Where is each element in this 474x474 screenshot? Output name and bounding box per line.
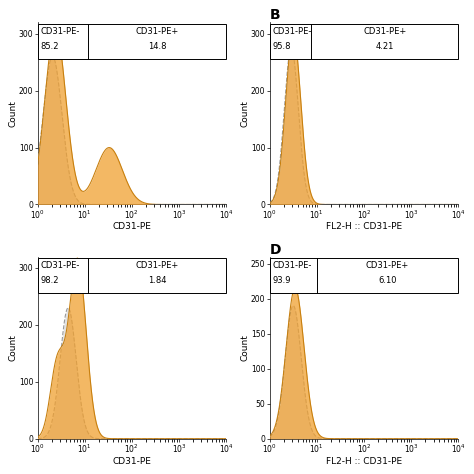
Text: 95.8: 95.8 xyxy=(273,42,291,51)
X-axis label: FL2-H :: CD31-PE: FL2-H :: CD31-PE xyxy=(326,222,402,231)
X-axis label: CD31-PE: CD31-PE xyxy=(112,222,151,231)
Text: D: D xyxy=(270,243,281,256)
Text: 85.2: 85.2 xyxy=(40,42,59,51)
Text: 93.9: 93.9 xyxy=(273,276,291,285)
Y-axis label: Count: Count xyxy=(9,334,18,361)
X-axis label: CD31-PE: CD31-PE xyxy=(112,456,151,465)
FancyBboxPatch shape xyxy=(270,258,458,293)
Text: B: B xyxy=(270,9,280,22)
Text: 6.10: 6.10 xyxy=(378,276,397,285)
FancyBboxPatch shape xyxy=(270,24,458,59)
Text: CD31-PE+: CD31-PE+ xyxy=(363,27,406,36)
Y-axis label: Count: Count xyxy=(240,100,249,127)
Text: CD31-PE-: CD31-PE- xyxy=(40,261,80,270)
Y-axis label: Count: Count xyxy=(9,100,18,127)
Y-axis label: Count: Count xyxy=(241,334,250,361)
Text: CD31-PE-: CD31-PE- xyxy=(273,261,312,270)
Text: CD31-PE+: CD31-PE+ xyxy=(136,261,179,270)
Text: CD31-PE-: CD31-PE- xyxy=(273,27,312,36)
Text: 98.2: 98.2 xyxy=(40,276,59,285)
Text: 14.8: 14.8 xyxy=(148,42,166,51)
FancyBboxPatch shape xyxy=(37,258,226,293)
X-axis label: FL2-H :: CD31-PE: FL2-H :: CD31-PE xyxy=(326,456,402,465)
Text: 4.21: 4.21 xyxy=(375,42,394,51)
FancyBboxPatch shape xyxy=(37,24,226,59)
Text: CD31-PE+: CD31-PE+ xyxy=(366,261,409,270)
Text: 1.84: 1.84 xyxy=(148,276,166,285)
Text: CD31-PE+: CD31-PE+ xyxy=(136,27,179,36)
Text: CD31-PE-: CD31-PE- xyxy=(40,27,80,36)
